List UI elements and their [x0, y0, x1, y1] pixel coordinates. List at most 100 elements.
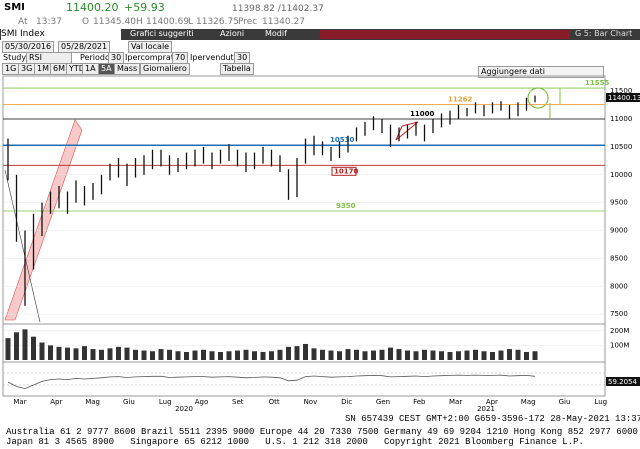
volume-bar [226, 351, 232, 360]
volume-bar [260, 351, 266, 360]
rsi-box [606, 377, 640, 386]
y-tick-label: 11000 [610, 115, 632, 123]
volume-bar [150, 351, 155, 360]
volume-bar [354, 349, 359, 360]
volume-bar [405, 350, 410, 360]
prev: 11340.27 [262, 17, 305, 27]
y-tick-label: 11500 [610, 87, 632, 95]
security-field[interactable]: SMI Index [1, 29, 121, 40]
x-tick-label: Giu [123, 398, 135, 406]
volume-bar [184, 351, 189, 360]
footer-contacts: Japan 81 3 4565 8900 Singapore 65 6212 1… [6, 437, 584, 447]
x-tick-label: Ago [195, 398, 209, 406]
volume-bar [252, 351, 257, 360]
y-tick-label: 8500 [610, 254, 628, 262]
x-tick-label: Mar [449, 398, 462, 406]
trend-channel [4, 119, 83, 321]
volume-bar [447, 351, 453, 360]
volume-bar [345, 349, 351, 360]
end-date[interactable]: 05/28/2021 [58, 41, 111, 53]
x-tick-label: Mag [521, 398, 536, 406]
volume-bar [90, 349, 96, 360]
open-label: O [82, 17, 90, 27]
volume-bar [243, 349, 249, 360]
y-tick-label: 10000 [610, 171, 632, 179]
volume-bar [413, 351, 419, 360]
volume-bar [48, 345, 53, 360]
last-box [606, 93, 640, 102]
volume-bar [235, 350, 240, 360]
volume-bar [73, 348, 79, 360]
high-label: H [136, 17, 143, 27]
volume-bar [65, 347, 70, 360]
overbought[interactable]: 70 [172, 52, 189, 64]
volume-bar [82, 346, 87, 360]
last-label: 11400.13 [608, 94, 640, 102]
x-tick-label: Dic [341, 398, 352, 406]
volume-bar [490, 351, 495, 360]
level-label: 10170 [334, 167, 358, 175]
volume-bar [5, 338, 11, 360]
volume-bar [337, 351, 342, 360]
volume-bar [456, 351, 461, 360]
rsi-line [7, 374, 536, 390]
volume-bar [124, 347, 130, 360]
volume-bar [107, 348, 113, 360]
add-data[interactable]: Aggiungere dati [478, 66, 604, 78]
range-tab[interactable]: Mass [114, 63, 141, 75]
time-label: At [18, 17, 28, 27]
x-tick-label: Lug [159, 398, 172, 406]
table-button[interactable]: Tabella [220, 63, 254, 75]
volume-bar [303, 343, 308, 360]
volume-bar [277, 349, 283, 360]
low: 11326.75 [196, 17, 239, 27]
menu[interactable]: Grafici suggeriti [130, 29, 194, 38]
chart-name: G 5: Bar Chart [575, 29, 633, 38]
x-tick-label: Lug [594, 398, 607, 406]
volume-bar [116, 346, 121, 360]
volume-bar [473, 349, 478, 360]
volume-bar [498, 350, 504, 360]
volume-bar [133, 349, 138, 360]
volume-bar [311, 348, 317, 360]
volume-bar [286, 346, 291, 360]
volume-bar [22, 329, 28, 360]
bid-ask: 11398.82 /11402.37 [232, 4, 324, 14]
volume-bar [31, 336, 36, 360]
y-tick-label: 200M [610, 327, 629, 335]
x-tick-label: Gen [376, 398, 390, 406]
range-tab[interactable]: 6M [50, 63, 68, 75]
currency[interactable]: Val locale [128, 41, 173, 53]
level-label: 11555 [585, 79, 609, 87]
volume-bar [99, 349, 104, 360]
volume-bar [141, 350, 147, 360]
volume-bar [269, 351, 274, 360]
volume-bar [422, 349, 427, 360]
volume-bar [532, 351, 538, 360]
last-price: 11400.20 [66, 1, 119, 14]
volume-bar [388, 347, 393, 360]
menu[interactable]: Modif [265, 29, 287, 38]
range-tab[interactable]: Giornaliero [140, 63, 190, 75]
y-tick-label: 9500 [610, 199, 628, 207]
volume-bar [328, 350, 334, 360]
year-label: 2021 [477, 405, 495, 413]
volume-bar [524, 351, 529, 360]
volume-bar [167, 349, 172, 360]
x-tick-label: Nov [304, 398, 318, 406]
volume-bar [56, 346, 62, 360]
menu[interactable]: Azioni [220, 29, 245, 38]
ticker: SMI [4, 2, 25, 13]
overbought-label: Ipercomprato [125, 53, 179, 62]
level-box [331, 166, 357, 176]
volume-bar [481, 351, 487, 360]
trend-line [4, 169, 41, 323]
volume-bar [430, 350, 436, 360]
volume-bar [515, 349, 521, 360]
low-label: L [188, 17, 194, 27]
volume-bar [371, 350, 376, 360]
high: 11400.69 [146, 17, 189, 27]
x-tick-label: Apr [486, 398, 498, 406]
open: 11345.40 [93, 17, 136, 27]
